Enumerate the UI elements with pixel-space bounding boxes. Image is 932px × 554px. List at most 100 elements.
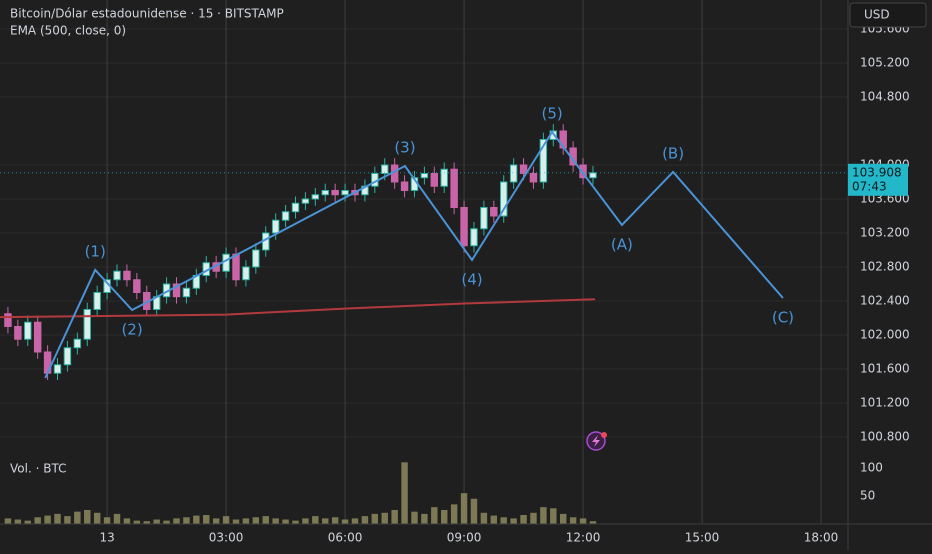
volume-bar (183, 517, 190, 524)
candle-body (480, 206, 488, 230)
candle-body (579, 164, 587, 179)
wave-label: (2) (121, 320, 142, 338)
volume-bar (4, 518, 12, 524)
chart-title: Bitcoin/Dólar estadounidense · 15 · BITS… (10, 7, 284, 21)
ema-legend: EMA (500, close, 0) (10, 24, 126, 38)
candle-body (341, 189, 349, 196)
volume-bar (322, 518, 329, 524)
volume-bar (203, 515, 210, 524)
volume-bar (381, 512, 388, 524)
volume-bar (64, 516, 71, 524)
volume-bar (460, 493, 468, 524)
candle-body (63, 347, 72, 366)
candle-body (321, 189, 329, 196)
candle-body (490, 206, 498, 217)
volume-bar (242, 518, 250, 524)
candle-body (420, 172, 429, 179)
volume-bar (93, 512, 101, 524)
volume-bar (421, 513, 428, 524)
candle-body (529, 172, 538, 183)
candle-body (123, 270, 131, 281)
volume-bar (232, 519, 240, 524)
candle-body (450, 168, 458, 208)
volume-bar (252, 517, 260, 524)
volume-bar (569, 517, 577, 524)
volume-bar (470, 498, 478, 524)
y-tick-label: 101.200 (860, 395, 910, 409)
y-tick-label: 102.800 (860, 259, 910, 273)
candle-body (242, 266, 250, 281)
x-tick-label: 15:00 (685, 531, 720, 545)
y-tick-label: 104.800 (860, 89, 910, 103)
candle-body (232, 253, 240, 281)
candle-body (281, 211, 290, 221)
candle-body (252, 249, 260, 268)
volume-bar (123, 518, 131, 524)
volume-bar (401, 462, 408, 524)
y2-tick-label: 100 (860, 460, 883, 474)
candle-body (14, 325, 22, 340)
candle-body (83, 308, 91, 340)
wave-label: (5) (541, 105, 562, 123)
candle-body (509, 164, 518, 183)
candle-body (470, 228, 478, 247)
volume-bar (510, 518, 517, 524)
volume-bar (550, 508, 557, 524)
candle-body (53, 364, 62, 374)
candle-body (301, 198, 310, 204)
y-tick-label: 102.400 (860, 293, 910, 307)
volume-bar (579, 518, 587, 524)
x-tick-label: 18:00 (804, 531, 839, 545)
y-tick-label: 100.800 (860, 429, 910, 443)
volume-bar (74, 511, 81, 524)
volume-bar (559, 513, 567, 524)
candle-body (73, 338, 82, 349)
candle-body (113, 270, 121, 281)
x-tick-label: 06:00 (328, 531, 363, 545)
candle-body (4, 313, 12, 327)
candle-body (440, 168, 448, 187)
volume-bar (490, 515, 498, 524)
candle-body (400, 181, 409, 191)
candle-body (331, 189, 339, 196)
volume-bar (193, 515, 200, 524)
candle-body (381, 164, 389, 174)
wave-label: (B) (662, 144, 684, 162)
volume-bar (103, 517, 111, 524)
currency-label[interactable]: USD (864, 8, 890, 22)
alert-icon[interactable] (586, 431, 607, 451)
y-tick-label: 103.200 (860, 225, 910, 239)
y2-tick-label: 50 (860, 488, 875, 502)
candle-body (93, 291, 101, 310)
wave-label: (1) (85, 242, 106, 260)
volume-bar (371, 513, 379, 524)
candle-body (133, 279, 141, 293)
x-tick-label: 09:00 (447, 531, 482, 545)
volume-legend: Vol. · BTC (10, 462, 66, 476)
volume-bar (143, 521, 150, 524)
last-price-tag (848, 163, 908, 196)
candle-body (430, 172, 439, 187)
ema-line (0, 298, 595, 319)
candle-body (222, 253, 230, 272)
volume-bar (282, 519, 289, 524)
volume-bar (302, 518, 309, 524)
y-tick-label: 101.600 (860, 361, 910, 375)
volume-bar (272, 518, 279, 524)
volume-bar (331, 517, 339, 524)
volume-bar (589, 521, 597, 524)
candle-body (172, 283, 181, 298)
candle-body (519, 164, 528, 174)
countdown-label: 07:43 (852, 179, 887, 193)
volume-bar (222, 516, 230, 524)
wave-line (44, 130, 784, 379)
volume-bar (292, 520, 299, 524)
y-tick-label: 105.200 (860, 55, 910, 69)
volume-bar (212, 518, 220, 524)
wave-label: (A) (611, 235, 633, 253)
volume-bar (113, 513, 121, 524)
volume-bar (530, 512, 537, 524)
candle-body (589, 172, 597, 179)
currency-button[interactable] (849, 2, 927, 28)
